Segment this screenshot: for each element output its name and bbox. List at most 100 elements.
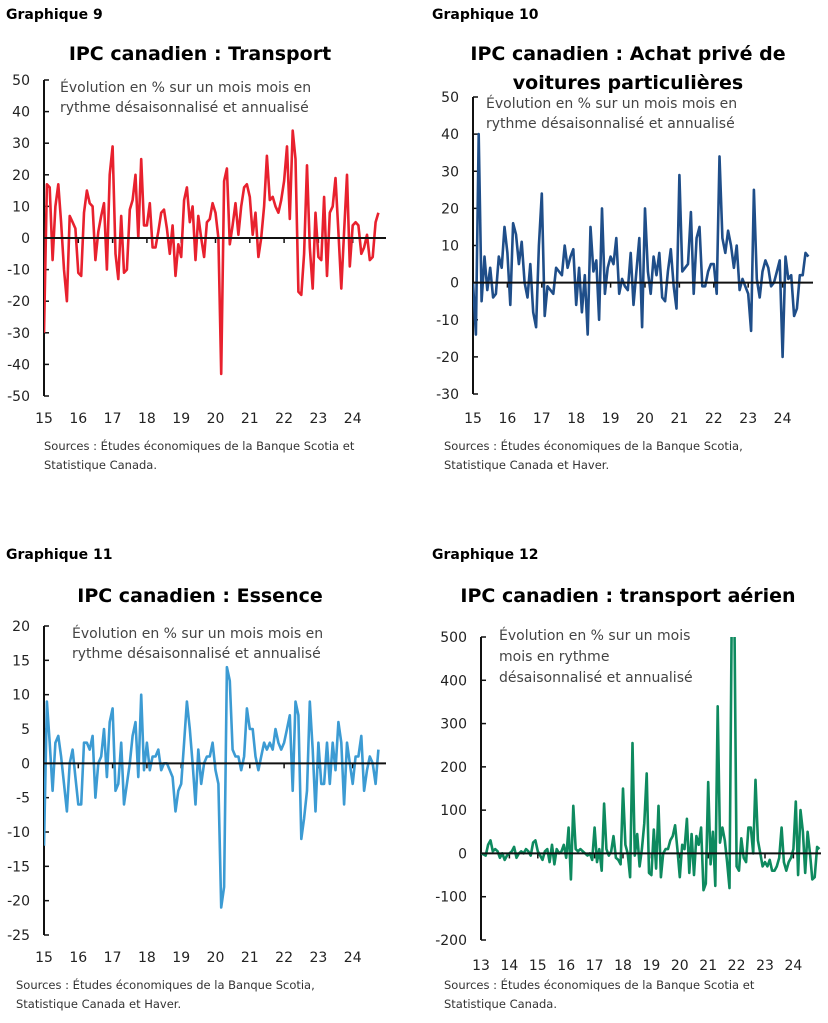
x-tick-label: 24 [784, 958, 802, 974]
source-line: Statistique Canada et Haver. [444, 458, 610, 472]
figure-label-9: Graphique 9 [6, 7, 103, 23]
note-line: Évolution en % sur un mois mois en [486, 96, 738, 112]
x-tick-label: 20 [671, 958, 689, 974]
x-tick-label: 20 [636, 411, 654, 427]
source-line: Sources : Études économiques de la Banqu… [444, 978, 755, 992]
x-tick-label: 24 [774, 411, 792, 427]
y-tick-label: -20 [7, 294, 30, 310]
y-tick-label: -20 [436, 350, 459, 366]
sources-12: Sources : Études économiques de la Banqu… [444, 976, 754, 1014]
series-line [44, 129, 380, 376]
y-tick-label: -50 [7, 389, 30, 405]
x-tick-label: 16 [69, 950, 87, 966]
y-tick-label: -5 [16, 791, 30, 807]
x-tick-label: 17 [104, 950, 122, 966]
y-tick-label: 100 [440, 803, 467, 819]
y-tick-label: 30 [441, 164, 459, 180]
series-line [481, 637, 821, 892]
x-tick-label: 15 [529, 958, 547, 974]
x-tick-label: 20 [207, 950, 225, 966]
y-tick-label: 50 [441, 90, 459, 106]
source-line: Statistique Canada. [444, 997, 557, 1011]
chart-g11: 20 15 10 5 0 -5 -10 -15 -20 -25 15 16 17 18 19 20 21 22 23… [7, 619, 386, 966]
figure-label-12: Graphique 12 [432, 547, 539, 563]
note-line: Évolution en % sur un mois mois en [72, 626, 324, 642]
y-tick-label: -10 [7, 825, 30, 841]
note-line: désaisonnalisé et annualisé [499, 670, 693, 686]
y-tick-label: 50 [12, 73, 30, 89]
x-tick-label: 23 [756, 958, 774, 974]
chart-title-10: IPC canadien : Achat privé de voitures p… [428, 40, 828, 98]
y-tick-label: 20 [12, 619, 30, 635]
sources-11: Sources : Études économiques de la Banqu… [16, 976, 315, 1014]
sources-10: Sources : Études économiques de la Banqu… [444, 437, 743, 475]
y-tick-label: 20 [12, 168, 30, 184]
y-tick-label: 0 [21, 756, 30, 772]
x-tick-label: 17 [586, 958, 604, 974]
chart-note-10: Évolution en % sur un mois mois en rythm… [486, 94, 737, 134]
x-tick-label: 18 [138, 950, 156, 966]
note-line: rythme désaisonnalisé et annualisé [72, 646, 321, 662]
title-line: IPC canadien : Achat privé de [470, 43, 786, 65]
y-tick-label: 20 [441, 201, 459, 217]
source-line: Statistique Canada. [44, 458, 157, 472]
y-tick-label: -100 [435, 890, 467, 906]
x-tick-label: 21 [699, 958, 717, 974]
chart-title-9: IPC canadien : Transport [68, 43, 332, 65]
x-tick-label: 18 [567, 411, 585, 427]
source-line: Sources : Études économiques de la Banqu… [16, 978, 315, 992]
sources-9: Sources : Études économiques de la Banqu… [44, 437, 354, 475]
x-tick-label: 23 [309, 950, 327, 966]
y-tick-label: -40 [7, 357, 30, 373]
x-tick-label: 19 [172, 950, 190, 966]
x-tick-label: 23 [739, 411, 757, 427]
y-tick-label: 500 [440, 630, 467, 646]
y-tick-label: -10 [436, 313, 459, 329]
y-tick-label: 10 [12, 688, 30, 704]
x-tick-label: 15 [35, 950, 53, 966]
y-tick-label: 40 [12, 105, 30, 121]
x-tick-label: 24 [344, 950, 362, 966]
y-tick-label: 0 [21, 231, 30, 247]
x-tick-label: 21 [241, 950, 259, 966]
y-tick-label: -20 [7, 894, 30, 910]
chart-title-12: IPC canadien : transport aérien [460, 585, 796, 607]
y-tick-label: 10 [441, 239, 459, 255]
title-line: voitures particulières [512, 72, 744, 94]
note-line: rythme désaisonnalisé et annualisé [60, 100, 309, 116]
y-tick-label: 0 [458, 846, 467, 862]
chart-g10: 50 40 30 20 10 0 -10 -20 -30 15 16 17 18 19 20 21 22 23 24 [436, 90, 813, 427]
x-tick-label: 21 [670, 411, 688, 427]
y-tick-label: -15 [7, 859, 30, 875]
x-tick-label: 14 [500, 958, 518, 974]
y-tick-label: 5 [21, 722, 30, 738]
y-tick-label: 30 [12, 136, 30, 152]
y-tick-label: -25 [7, 928, 30, 944]
y-tick-label: -30 [436, 387, 459, 403]
y-tick-label: 0 [450, 276, 459, 292]
source-line: Sources : Études économiques de la Banqu… [44, 439, 355, 453]
y-tick-label: 400 [440, 673, 467, 689]
x-tick-label: 16 [557, 958, 575, 974]
x-tick-label: 19 [602, 411, 620, 427]
y-tick-label: 40 [441, 127, 459, 143]
x-tick-label: 19 [642, 958, 660, 974]
x-tick-label: 15 [464, 411, 482, 427]
y-tick-label: -30 [7, 326, 30, 342]
figure-label-11: Graphique 11 [6, 547, 113, 563]
chart-note-9: Évolution en % sur un mois mois en rythm… [60, 78, 311, 118]
x-tick-label: 24 [344, 411, 362, 427]
x-tick-label: 17 [533, 411, 551, 427]
x-tick-label: 23 [309, 411, 327, 427]
note-line: mois en rythme [499, 649, 610, 665]
x-tick-label: 16 [498, 411, 516, 427]
x-tick-label: 18 [138, 411, 156, 427]
y-tick-label: -10 [7, 263, 30, 279]
y-tick-label: 200 [440, 760, 467, 776]
x-tick-label: 21 [241, 411, 259, 427]
note-line: Évolution en % sur un mois mois en [60, 80, 312, 96]
x-tick-label: 16 [69, 411, 87, 427]
y-tick-label: -200 [435, 933, 467, 949]
x-tick-label: 22 [705, 411, 723, 427]
x-tick-label: 17 [104, 411, 122, 427]
